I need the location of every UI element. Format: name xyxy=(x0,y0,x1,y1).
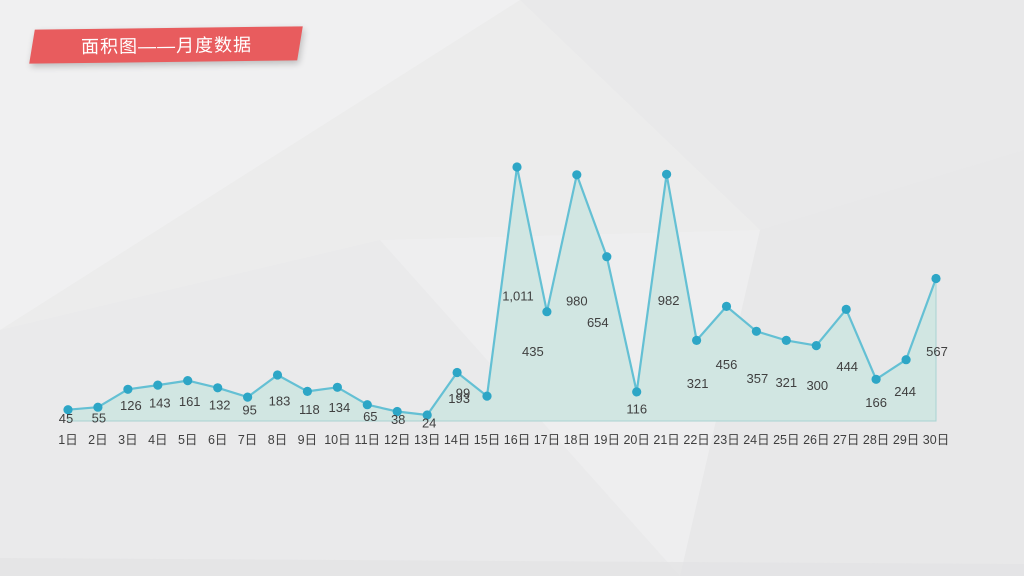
data-point-marker xyxy=(332,382,342,392)
x-axis-label: 27日 xyxy=(833,433,859,447)
data-point-marker xyxy=(452,367,462,378)
data-label: 134 xyxy=(329,400,351,415)
data-label: 166 xyxy=(865,395,887,410)
data-point-marker xyxy=(482,391,492,401)
data-point-marker xyxy=(811,341,821,351)
x-axis-label: 7日 xyxy=(238,433,257,447)
data-label: 244 xyxy=(894,384,916,399)
data-label: 118 xyxy=(299,402,320,417)
data-point-marker xyxy=(123,384,133,394)
area-line xyxy=(66,165,938,417)
data-label: 95 xyxy=(242,403,256,418)
data-point-marker xyxy=(931,273,941,284)
data-point-marker xyxy=(422,410,432,420)
x-axis-label: 20日 xyxy=(623,433,649,447)
data-point-marker xyxy=(841,304,851,314)
x-axis-label: 13日 xyxy=(414,433,440,447)
x-axis-label: 26日 xyxy=(803,433,829,447)
data-point-marker xyxy=(272,370,283,380)
data-point-marker xyxy=(213,383,223,393)
data-label: 143 xyxy=(149,396,171,411)
data-point-marker xyxy=(751,326,762,336)
x-axis-label: 25日 xyxy=(773,433,799,447)
data-point-marker xyxy=(302,386,312,396)
data-label: 654 xyxy=(587,315,609,330)
x-axis-label: 2日 xyxy=(88,433,107,447)
data-label: 126 xyxy=(120,398,142,413)
data-label: 193 xyxy=(448,391,470,406)
x-axis-label: 24日 xyxy=(743,433,769,447)
data-label: 980 xyxy=(566,293,588,308)
data-label: 24 xyxy=(422,416,436,431)
x-axis-label: 21日 xyxy=(653,433,679,447)
x-axis-label: 4日 xyxy=(148,433,167,447)
data-point-marker xyxy=(512,162,522,172)
data-label: 161 xyxy=(179,394,201,409)
data-label: 132 xyxy=(209,397,231,412)
x-axis-label: 12日 xyxy=(384,433,410,447)
data-point-marker xyxy=(63,405,73,415)
x-axis-label: 3日 xyxy=(118,433,137,447)
data-label: 116 xyxy=(626,401,647,416)
x-axis-label: 30日 xyxy=(923,433,949,447)
x-axis-label: 11日 xyxy=(355,433,380,447)
x-axis-label: 22日 xyxy=(683,433,709,447)
data-label: 38 xyxy=(391,412,405,427)
x-axis-label: 14日 xyxy=(444,433,470,447)
data-point-marker xyxy=(781,335,791,345)
data-label: 99 xyxy=(456,386,470,401)
data-label: 321 xyxy=(687,376,709,391)
data-point-marker xyxy=(572,170,582,180)
data-point-marker xyxy=(871,374,881,384)
data-label: 45 xyxy=(59,411,73,426)
data-label: 444 xyxy=(836,359,858,374)
data-label: 982 xyxy=(658,293,680,308)
x-axis-label: 17日 xyxy=(534,433,560,447)
data-label: 456 xyxy=(716,357,738,372)
data-point-marker xyxy=(602,252,612,262)
data-point-marker xyxy=(721,301,732,311)
data-point-marker xyxy=(632,387,642,397)
data-label: 567 xyxy=(926,344,948,359)
x-axis-label: 9日 xyxy=(298,433,317,447)
data-label: 55 xyxy=(92,411,106,426)
data-point-marker xyxy=(153,380,163,390)
x-axis-label: 6日 xyxy=(208,433,227,447)
data-label: 183 xyxy=(269,394,291,409)
x-axis-label: 8日 xyxy=(268,433,287,447)
x-axis-label: 28日 xyxy=(863,433,889,447)
data-point-marker xyxy=(392,406,402,417)
data-point-marker xyxy=(692,335,702,345)
data-point-marker xyxy=(183,376,193,386)
x-axis-label: 19日 xyxy=(594,433,620,447)
data-label: 321 xyxy=(775,375,797,390)
data-label: 65 xyxy=(363,409,377,424)
data-point-marker xyxy=(542,307,552,317)
data-label: 300 xyxy=(806,378,828,393)
x-axis-label: 23日 xyxy=(713,433,739,447)
x-axis-label: 18日 xyxy=(564,433,590,447)
data-point-marker xyxy=(901,355,911,365)
data-point-marker xyxy=(93,402,103,412)
x-axis-label: 16日 xyxy=(504,433,530,447)
x-axis-label: 10日 xyxy=(324,433,350,447)
data-label: 1,011 xyxy=(502,289,534,304)
data-label: 357 xyxy=(747,371,769,386)
x-axis-label: 5日 xyxy=(178,433,197,447)
data-label: 435 xyxy=(522,344,544,359)
x-axis-label: 1日 xyxy=(58,433,77,447)
data-point-marker xyxy=(243,392,253,402)
x-axis-label: 29日 xyxy=(893,433,919,447)
x-axis-label: 15日 xyxy=(474,433,500,447)
data-point-marker xyxy=(362,400,372,410)
data-point-marker xyxy=(662,169,672,179)
